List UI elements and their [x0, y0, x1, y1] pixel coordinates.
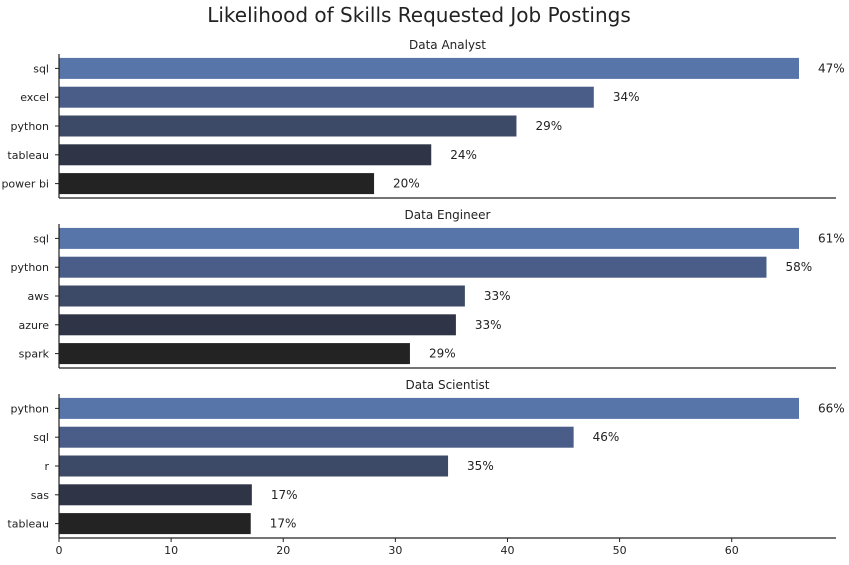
panel-title: Data Scientist [406, 378, 490, 392]
bar-r [59, 455, 449, 477]
panel-2: Data Scientist python 66% sql 46% r 35% sas 17% t… [7, 378, 845, 539]
x-tick-label: 40 [500, 544, 514, 557]
x-tick-label: 0 [56, 544, 63, 557]
bar-python [59, 115, 517, 137]
data-label: 29% [429, 347, 456, 361]
bar-sas [59, 484, 252, 506]
panel-0: Data Analyst sql 47% excel 34% python 29% table… [1, 38, 845, 199]
y-tick-label: python [11, 402, 50, 415]
data-label: 34% [613, 90, 640, 104]
y-tick-label: power bi [1, 178, 49, 191]
data-label: 33% [475, 318, 502, 332]
x-tick-label: 30 [388, 544, 402, 557]
bar-python [59, 256, 767, 278]
bar-tableau [59, 513, 251, 535]
panel-1: Data Engineer sql 61% python 58% aws 33% azure 3… [11, 208, 845, 369]
x-tick-label: 50 [613, 544, 627, 557]
y-tick-label: aws [28, 290, 50, 303]
bar-sql [59, 426, 574, 448]
y-tick-label: azure [18, 319, 49, 332]
data-label: 66% [818, 401, 845, 415]
y-tick-label: tableau [7, 149, 49, 162]
data-label: 33% [484, 289, 511, 303]
data-label: 17% [270, 517, 297, 531]
y-tick-label: spark [19, 348, 50, 361]
panel-title: Data Engineer [405, 208, 491, 222]
data-label: 35% [467, 459, 494, 473]
bar-sql [59, 227, 799, 249]
data-label: 24% [450, 148, 477, 162]
x-axis: 0 10 20 30 40 50 60 [56, 538, 739, 557]
y-tick-label: sas [31, 489, 49, 502]
data-label: 46% [593, 430, 620, 444]
bar-excel [59, 86, 594, 108]
y-tick-label: sql [33, 431, 49, 444]
bar-aws [59, 285, 465, 307]
y-tick-label: tableau [7, 518, 49, 531]
bar-tableau [59, 144, 432, 166]
panels: Data Analyst sql 47% excel 34% python 29% table… [1, 38, 845, 539]
y-tick-label: python [11, 261, 50, 274]
bar-power-bi [59, 173, 375, 195]
chart-title: Likelihood of Skills Requested Job Posti… [207, 3, 631, 27]
data-label: 29% [535, 119, 562, 133]
bar-azure [59, 314, 456, 336]
y-tick-label: python [11, 120, 50, 133]
data-label: 61% [818, 231, 845, 245]
x-tick-label: 20 [276, 544, 290, 557]
data-label: 20% [393, 177, 420, 191]
x-tick-label: 60 [725, 544, 739, 557]
panel-title: Data Analyst [409, 38, 486, 52]
bar-python [59, 397, 799, 419]
bar-sql [59, 57, 799, 79]
bar-spark [59, 343, 410, 365]
data-label: 58% [785, 260, 812, 274]
y-tick-label: sql [33, 62, 49, 75]
data-label: 17% [271, 488, 298, 502]
y-tick-label: excel [20, 91, 49, 104]
x-tick-label: 10 [164, 544, 178, 557]
data-label: 47% [818, 61, 845, 75]
y-tick-label: sql [33, 232, 49, 245]
y-tick-label: r [44, 460, 49, 473]
